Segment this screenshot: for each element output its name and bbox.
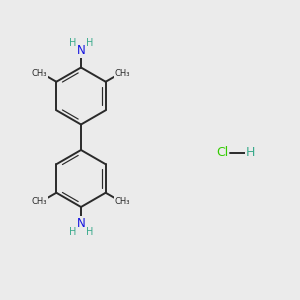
Text: H: H: [69, 226, 76, 237]
Text: CH₃: CH₃: [115, 196, 130, 206]
Text: H: H: [86, 38, 93, 48]
Text: CH₃: CH₃: [115, 69, 130, 78]
Text: Cl: Cl: [216, 146, 228, 160]
Text: H: H: [86, 226, 93, 237]
Text: N: N: [76, 44, 85, 58]
Text: N: N: [76, 217, 85, 230]
Text: CH₃: CH₃: [32, 196, 47, 206]
Text: H: H: [246, 146, 255, 160]
Text: CH₃: CH₃: [32, 69, 47, 78]
Text: H: H: [69, 38, 76, 48]
